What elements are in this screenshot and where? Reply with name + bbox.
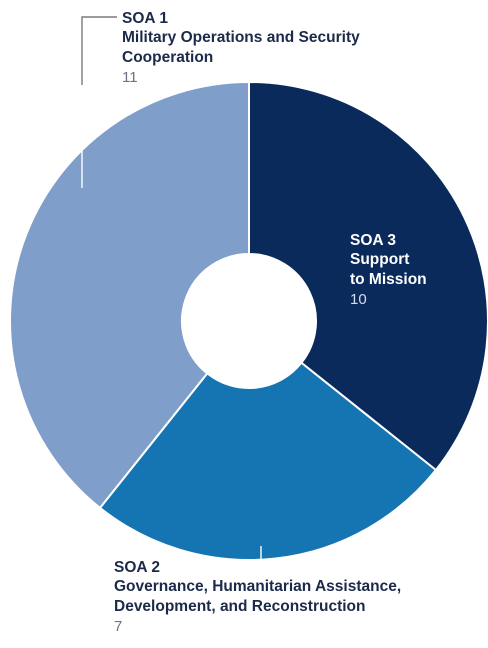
- slice-soa1: [9, 80, 250, 510]
- label-soa2-value: 7: [114, 618, 123, 636]
- label-soa3-value: 10: [350, 291, 367, 309]
- label-soa3-name: Support to Mission: [350, 251, 427, 288]
- label-soa1: SOA 1 Military Operations and Security Co…: [122, 9, 462, 88]
- slice-soa2: [98, 361, 438, 561]
- label-soa2-code: SOA 2: [114, 559, 160, 576]
- label-soa2: SOA 2 Governance, Humanitarian Assistanc…: [114, 558, 484, 637]
- label-soa1-code: SOA 1: [122, 10, 168, 27]
- leader-line-soa1-outer: [81, 16, 117, 85]
- label-soa2-name: Governance, Humanitarian Assistance, Deve…: [114, 578, 402, 615]
- label-soa3-code: SOA 3: [350, 232, 396, 249]
- label-soa1-value: 11: [122, 69, 138, 87]
- slice-soa3: [248, 80, 488, 472]
- label-soa1-name: Military Operations and Security Cooperat…: [122, 29, 360, 66]
- slices-group: [9, 80, 488, 561]
- label-soa3: SOA 3 Support to Mission 10: [350, 231, 480, 310]
